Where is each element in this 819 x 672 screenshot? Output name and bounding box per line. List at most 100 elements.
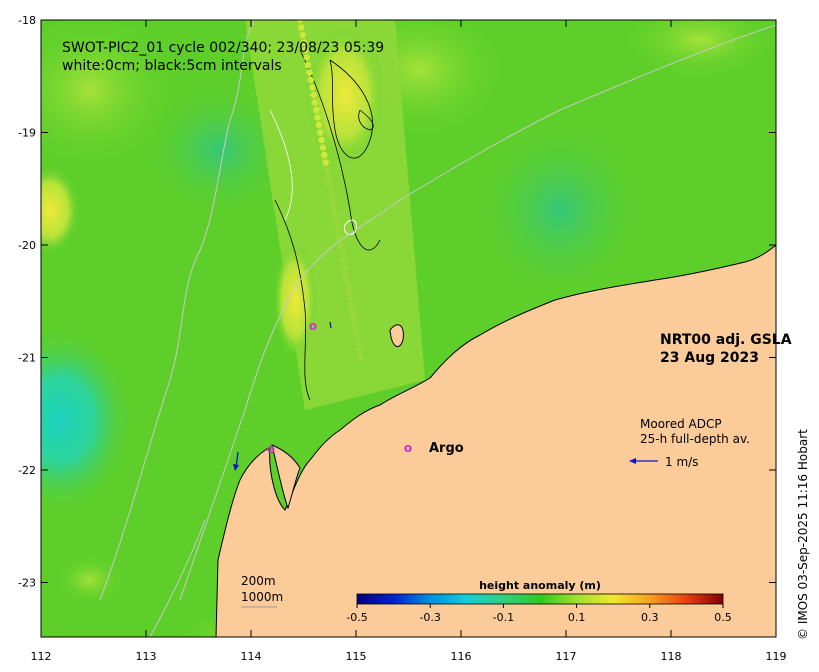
x-axis-tick-label: 119 — [766, 650, 787, 663]
x-axis-tick-label: 117 — [556, 650, 577, 663]
nadir-track-dot — [323, 166, 331, 174]
colorbar-tick-label: 0.5 — [714, 611, 732, 624]
northeast-lime-blob — [620, 20, 776, 80]
swath-contour-white-small — [343, 219, 358, 236]
nadir-track-dot — [321, 151, 328, 159]
colorbar-tick-label: 0.3 — [641, 611, 659, 624]
y-axis: -18 -19 -20 -21 -22 -23 — [18, 14, 776, 590]
nadir-track-dot — [311, 99, 319, 106]
y-axis-tick-label: -21 — [18, 352, 36, 365]
x-axis-tick-label: 118 — [661, 650, 682, 663]
colorbar-tick-label: 0.1 — [568, 611, 586, 624]
y-axis-tick-label: -23 — [18, 577, 36, 590]
nadir-track-dot — [317, 129, 324, 136]
nadir-track-dot — [334, 226, 341, 234]
adcp-vector — [329, 321, 332, 329]
product-label: NRT00 adj. GSLA — [660, 332, 792, 348]
map-title: SWOT-PIC2_01 cycle 002/340; 23/08/23 05:… — [62, 40, 384, 56]
swath-contour-black-2 — [299, 49, 381, 251]
nadir-track-dot — [340, 256, 347, 264]
nadir-track-dot — [345, 286, 352, 294]
nadir-track-dot — [306, 69, 313, 76]
southwest-lime-blob — [55, 555, 125, 605]
nadir-track-dot — [338, 249, 346, 256]
colorbar-tick-label: -0.3 — [419, 611, 440, 624]
nadir-track-dot — [303, 54, 310, 61]
x-axis: 112 113 114 115 116 117 118 119 — [31, 20, 787, 663]
adcp-label: Moored ADCP — [640, 417, 722, 431]
nadir-track-dot — [342, 271, 350, 279]
nadir-track-dot — [299, 31, 306, 39]
adcp-vector-head — [233, 464, 239, 471]
nadir-track-dot — [315, 121, 323, 129]
adcp-scale-arrow — [629, 458, 658, 464]
nadir-track-dot — [319, 144, 327, 151]
nadir-track-dot — [310, 91, 317, 99]
map-plot-area — [41, 20, 776, 637]
nadir-track-dot — [331, 211, 339, 219]
isobath-200m — [179, 24, 776, 601]
east-teal-anomaly-blob — [470, 115, 650, 305]
x-axis-tick-label: 114 — [241, 650, 262, 663]
nadir-track-dot — [318, 136, 325, 144]
nadir-track-dot — [329, 196, 336, 204]
cyan-anomaly-blob — [41, 325, 135, 515]
nadir-track-dot — [302, 46, 309, 54]
lime-anomaly-blob — [41, 20, 180, 170]
nadir-track-dot — [348, 301, 355, 309]
nadir-track-dot — [330, 204, 337, 211]
nadir-track-dot — [333, 219, 340, 226]
nadir-track-dot — [298, 24, 305, 31]
nadir-track-dot — [314, 114, 321, 121]
nadir-track-dot — [357, 354, 364, 361]
argo-float-marker: o — [309, 319, 317, 333]
nadir-track-dot — [354, 339, 362, 346]
nadir-track-dot — [322, 159, 329, 166]
x-axis-tick-label: 115 — [346, 650, 367, 663]
nadir-track-dot — [300, 39, 308, 46]
adcp-current-vectors — [233, 321, 332, 471]
isobath-1000m — [99, 20, 256, 601]
nadir-track-dot — [356, 346, 363, 354]
nadir-track-dot — [313, 106, 320, 114]
adcp-scale-label: 1 m/s — [665, 455, 698, 469]
colorbar-title: height anomaly (m) — [479, 579, 601, 592]
swath-contour-black-3 — [274, 199, 311, 401]
nadir-track-dot — [325, 174, 332, 181]
colorbar-scale — [356, 593, 724, 605]
swath-contour-black — [329, 59, 373, 159]
nadir-track-dot — [326, 181, 333, 189]
swath-contour-white — [269, 109, 293, 221]
swath-contour-loop — [358, 109, 374, 131]
nadir-track-dot — [341, 264, 348, 271]
isobath-deep — [149, 519, 206, 637]
land-australia — [215, 244, 776, 637]
nadir-track — [296, 20, 364, 361]
west-yellow-anomaly-blob — [41, 165, 80, 255]
nadir-track-dot — [296, 20, 304, 24]
colorbar: height anomaly (m) -0.5 -0.3 -0.1 0.1 0.3 0.5 — [346, 579, 731, 624]
swath-yellow-anomaly — [305, 25, 385, 165]
nadir-track-dot — [350, 316, 358, 324]
nadir-track-dot — [353, 331, 360, 339]
isobath-legend-200m: 200m — [241, 574, 276, 588]
plot-frame — [40, 19, 777, 638]
product-date: 23 Aug 2023 — [660, 350, 759, 366]
argo-float-marker: o — [267, 442, 275, 456]
land-peninsula — [271, 444, 301, 510]
copyright-credit: © IMOS 03-Sep-2025 11:16 Hobart — [796, 429, 810, 640]
swath-yellow-anomaly-south — [273, 240, 317, 360]
nadir-track-dot — [327, 189, 335, 196]
island-barrow — [389, 324, 404, 347]
nadir-track-dot — [352, 324, 359, 331]
nadir-track-dot — [337, 241, 344, 249]
argo-legend-marker: o — [404, 441, 412, 455]
isobath-legend-1000m: 1000m — [241, 590, 283, 604]
nadir-track-dot — [335, 234, 343, 241]
nadir-track-dot — [304, 61, 312, 69]
isobaths — [99, 20, 776, 637]
nadir-track-dot — [349, 309, 356, 316]
y-axis-tick-label: -19 — [18, 127, 36, 140]
x-axis-tick-label: 113 — [136, 650, 157, 663]
